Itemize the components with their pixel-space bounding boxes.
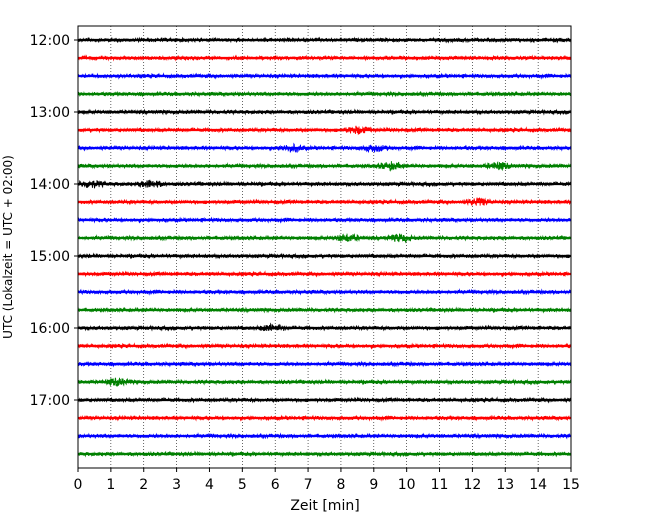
x-tick-label: 1 — [106, 477, 115, 493]
y-tick-label: 13:00 — [30, 105, 70, 121]
plot-frame — [77, 25, 572, 469]
y-axis-label: UTC (Lokalzeit = UTC + 02:00) — [1, 155, 15, 339]
x-tick-label: 14 — [529, 477, 547, 493]
x-tick-label: 4 — [205, 477, 214, 493]
x-tick-label: 5 — [238, 477, 247, 493]
x-tick-label: 9 — [369, 477, 378, 493]
x-tick-label: 7 — [304, 477, 313, 493]
y-tick-label: 15:00 — [30, 249, 70, 265]
x-tick-label: 2 — [139, 477, 148, 493]
x-axis-label: Zeit [min] — [290, 498, 359, 514]
x-tick-label: 3 — [172, 477, 181, 493]
x-tick-label: 11 — [431, 477, 449, 493]
x-tick-label: 8 — [336, 477, 345, 493]
y-axis: 12:00 13:00 14:00 15:00 16:00 17:00 — [30, 33, 78, 409]
x-tick-label: 0 — [74, 477, 83, 493]
plot-area — [78, 26, 571, 468]
y-tick-label: 12:00 — [30, 33, 70, 49]
x-tick-label: 10 — [398, 477, 416, 493]
y-tick-label: 14:00 — [30, 177, 70, 193]
y-tick-label: 16:00 — [30, 321, 70, 337]
y-tick-label: 17:00 — [30, 393, 70, 409]
x-tick-label: 15 — [562, 477, 580, 493]
x-tick-label: 6 — [271, 477, 280, 493]
x-tick-label: 13 — [496, 477, 514, 493]
traces — [77, 36, 572, 458]
x-axis: 0 1 2 3 4 5 6 7 8 9 10 11 12 13 14 15 — [74, 468, 580, 493]
x-tick-label: 12 — [463, 477, 481, 493]
